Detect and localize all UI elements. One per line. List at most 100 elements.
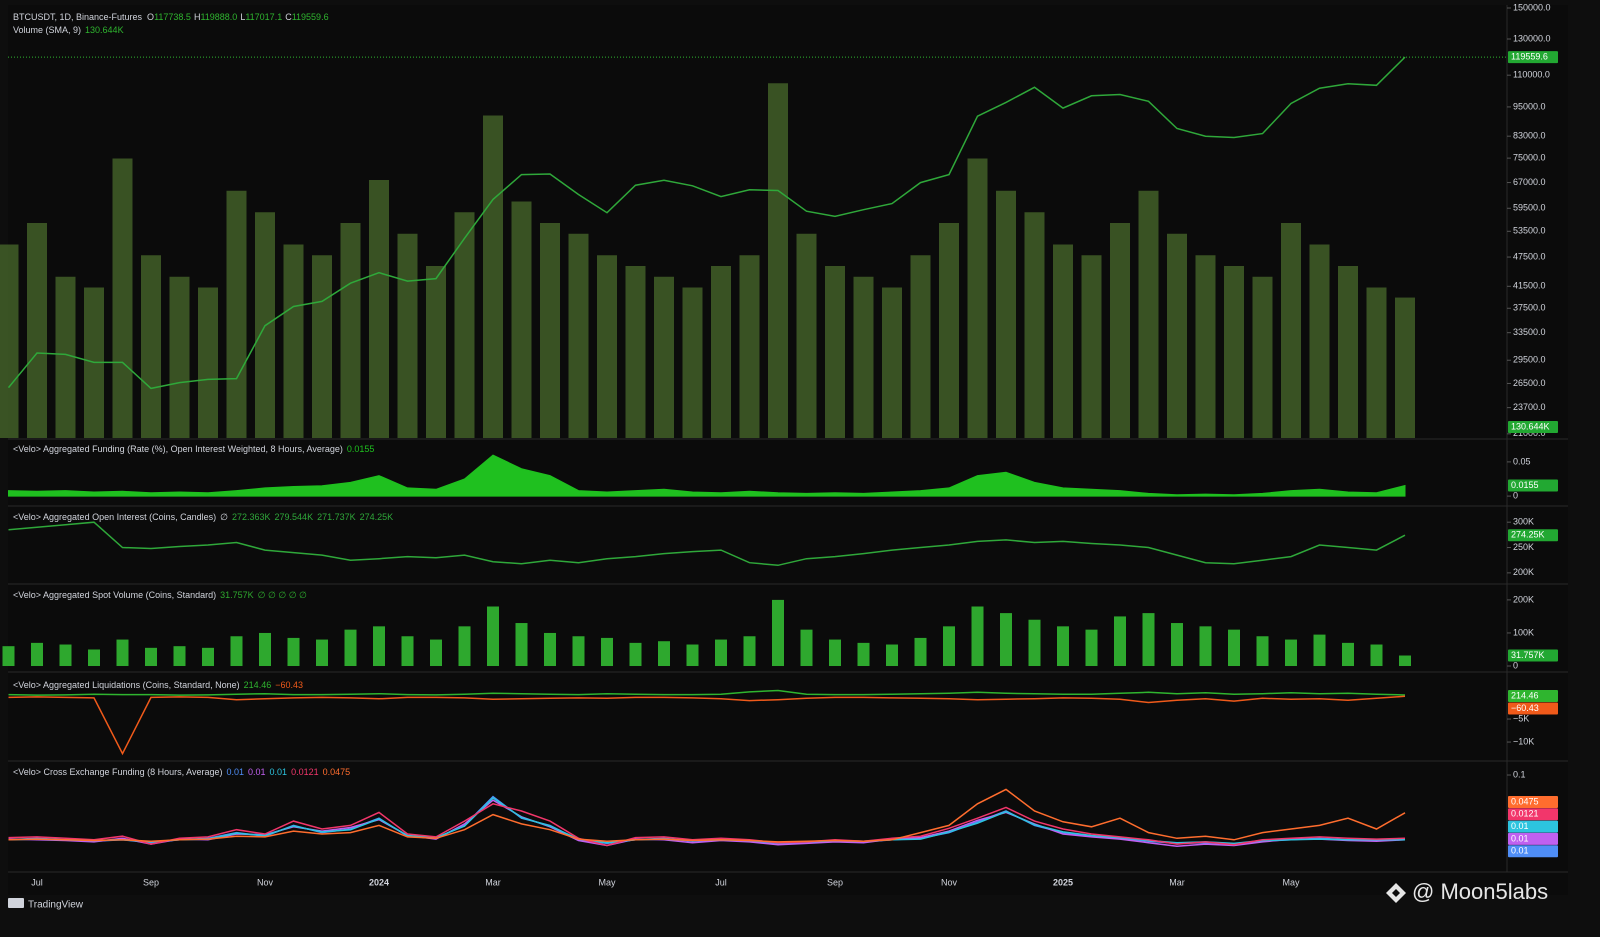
- x-tick-label: Sep: [143, 877, 159, 887]
- y-tick-label: 29500.0: [1513, 355, 1546, 365]
- ohlc-value: 117017.1: [245, 12, 282, 22]
- y-tick-label: 250K: [1513, 542, 1534, 552]
- y-tick-label: 200K: [1513, 594, 1534, 604]
- bar: [1114, 616, 1126, 667]
- last-value-box: [1508, 421, 1558, 433]
- y-tick-label: 100K: [1513, 627, 1534, 637]
- bar: [1313, 634, 1326, 667]
- series-area: [8, 454, 1406, 497]
- legend-value: −60.43: [275, 680, 303, 690]
- ohlc-value: 119559.6: [292, 12, 329, 22]
- pane-legend: <Velo> Aggregated Spot Volume (Coins, St…: [13, 590, 307, 600]
- volume-bar: [312, 255, 332, 438]
- bar: [230, 636, 243, 667]
- last-value-box: [1508, 796, 1558, 808]
- bar: [145, 647, 157, 667]
- volume-bar: [1053, 244, 1073, 438]
- y-tick-label: 0: [1513, 490, 1518, 500]
- bar: [1370, 644, 1383, 667]
- last-value-label: 0.01: [1511, 833, 1529, 843]
- bar: [2, 646, 15, 667]
- last-value-label: −60.43: [1511, 703, 1539, 713]
- volume-bar: [1309, 244, 1330, 438]
- y-tick-label: 47500.0: [1513, 251, 1546, 261]
- volume-bar: [198, 287, 218, 438]
- x-tick-label: Nov: [941, 877, 958, 887]
- legend-title: <Velo> Aggregated Spot Volume (Coins, St…: [13, 590, 216, 600]
- volume-bar: [796, 233, 817, 438]
- series-line: [8, 689, 1406, 696]
- bar: [886, 644, 898, 667]
- x-tick-label: May: [1282, 877, 1300, 887]
- y-tick-label: 150000.0: [1513, 2, 1551, 12]
- volume-bar: [283, 244, 304, 438]
- bar: [458, 626, 471, 667]
- volume-bar: [967, 158, 988, 438]
- last-value-label: 0.01: [1511, 846, 1529, 856]
- bar: [116, 639, 129, 667]
- bar: [857, 642, 870, 667]
- y-tick-label: 21000.0: [1513, 428, 1546, 438]
- volume-bar: [55, 276, 76, 438]
- volume-bar: [0, 244, 19, 438]
- volume-bar: [1167, 233, 1187, 438]
- series-line: [8, 521, 1406, 567]
- volume-bar: [1395, 297, 1415, 438]
- x-tick-label: 2024: [369, 877, 389, 887]
- bar: [1142, 613, 1155, 667]
- bar: [1171, 623, 1183, 667]
- volume-bar: [397, 233, 418, 438]
- bar: [715, 639, 727, 667]
- volume-bar: [1252, 276, 1273, 438]
- y-tick-label: −10K: [1513, 736, 1534, 746]
- bar: [430, 639, 442, 667]
- ohlc-key: C: [285, 12, 292, 22]
- pane-legend: <Velo> Aggregated Open Interest (Coins, …: [13, 512, 393, 522]
- x-tick-label: 2025: [1053, 877, 1073, 887]
- bar: [914, 637, 927, 667]
- x-tick-label: Mar: [485, 877, 501, 887]
- volume-bar: [169, 276, 190, 438]
- x-tick-label: Nov: [257, 877, 274, 887]
- y-tick-label: 0.1: [1513, 769, 1526, 779]
- volume-bar: [340, 223, 361, 438]
- pane-legend: <Velo> Aggregated Funding (Rate (%), Ope…: [13, 444, 374, 454]
- bar: [1085, 629, 1098, 667]
- ohlc-value: 117738.5: [154, 12, 191, 22]
- y-tick-label: 67000.0: [1513, 177, 1546, 187]
- volume-bar: [597, 255, 617, 438]
- series-line: [8, 695, 1406, 756]
- bar: [316, 639, 328, 667]
- brand: TradingView: [28, 900, 84, 911]
- y-tick-label: 0: [1513, 660, 1518, 670]
- series-line: [8, 802, 1406, 847]
- volume-bar: [1281, 223, 1301, 438]
- series-line: [8, 788, 1406, 843]
- bar: [572, 636, 585, 667]
- y-tick-label: 41500.0: [1513, 281, 1546, 291]
- x-tick-label: Mar: [1169, 877, 1185, 887]
- y-tick-label: 95000.0: [1513, 101, 1546, 111]
- bar: [544, 632, 556, 667]
- volume-bar: [711, 266, 731, 438]
- bar: [373, 626, 385, 667]
- volume-bar: [939, 223, 959, 438]
- last-value-label: 0.01: [1511, 821, 1529, 831]
- bar: [287, 637, 300, 667]
- legend-value: 214.46: [244, 680, 272, 690]
- last-value-label: 0.0155: [1511, 480, 1539, 490]
- bar: [1399, 655, 1411, 667]
- bar: [772, 599, 784, 667]
- last-value-box: [1508, 649, 1558, 662]
- legend-value: 0.01: [226, 767, 244, 777]
- volume-bar: [1138, 190, 1159, 438]
- bar: [971, 606, 984, 667]
- ohlc-key: H: [194, 12, 201, 22]
- legend-title: Volume (SMA, 9): [13, 25, 81, 35]
- legend-title: <Velo> Aggregated Open Interest (Coins, …: [13, 512, 216, 522]
- legend-value: 31.757K: [220, 590, 254, 600]
- y-tick-label: 59500.0: [1513, 203, 1546, 213]
- bar: [344, 629, 357, 667]
- last-value-box: [1508, 702, 1558, 715]
- bar: [1285, 639, 1297, 667]
